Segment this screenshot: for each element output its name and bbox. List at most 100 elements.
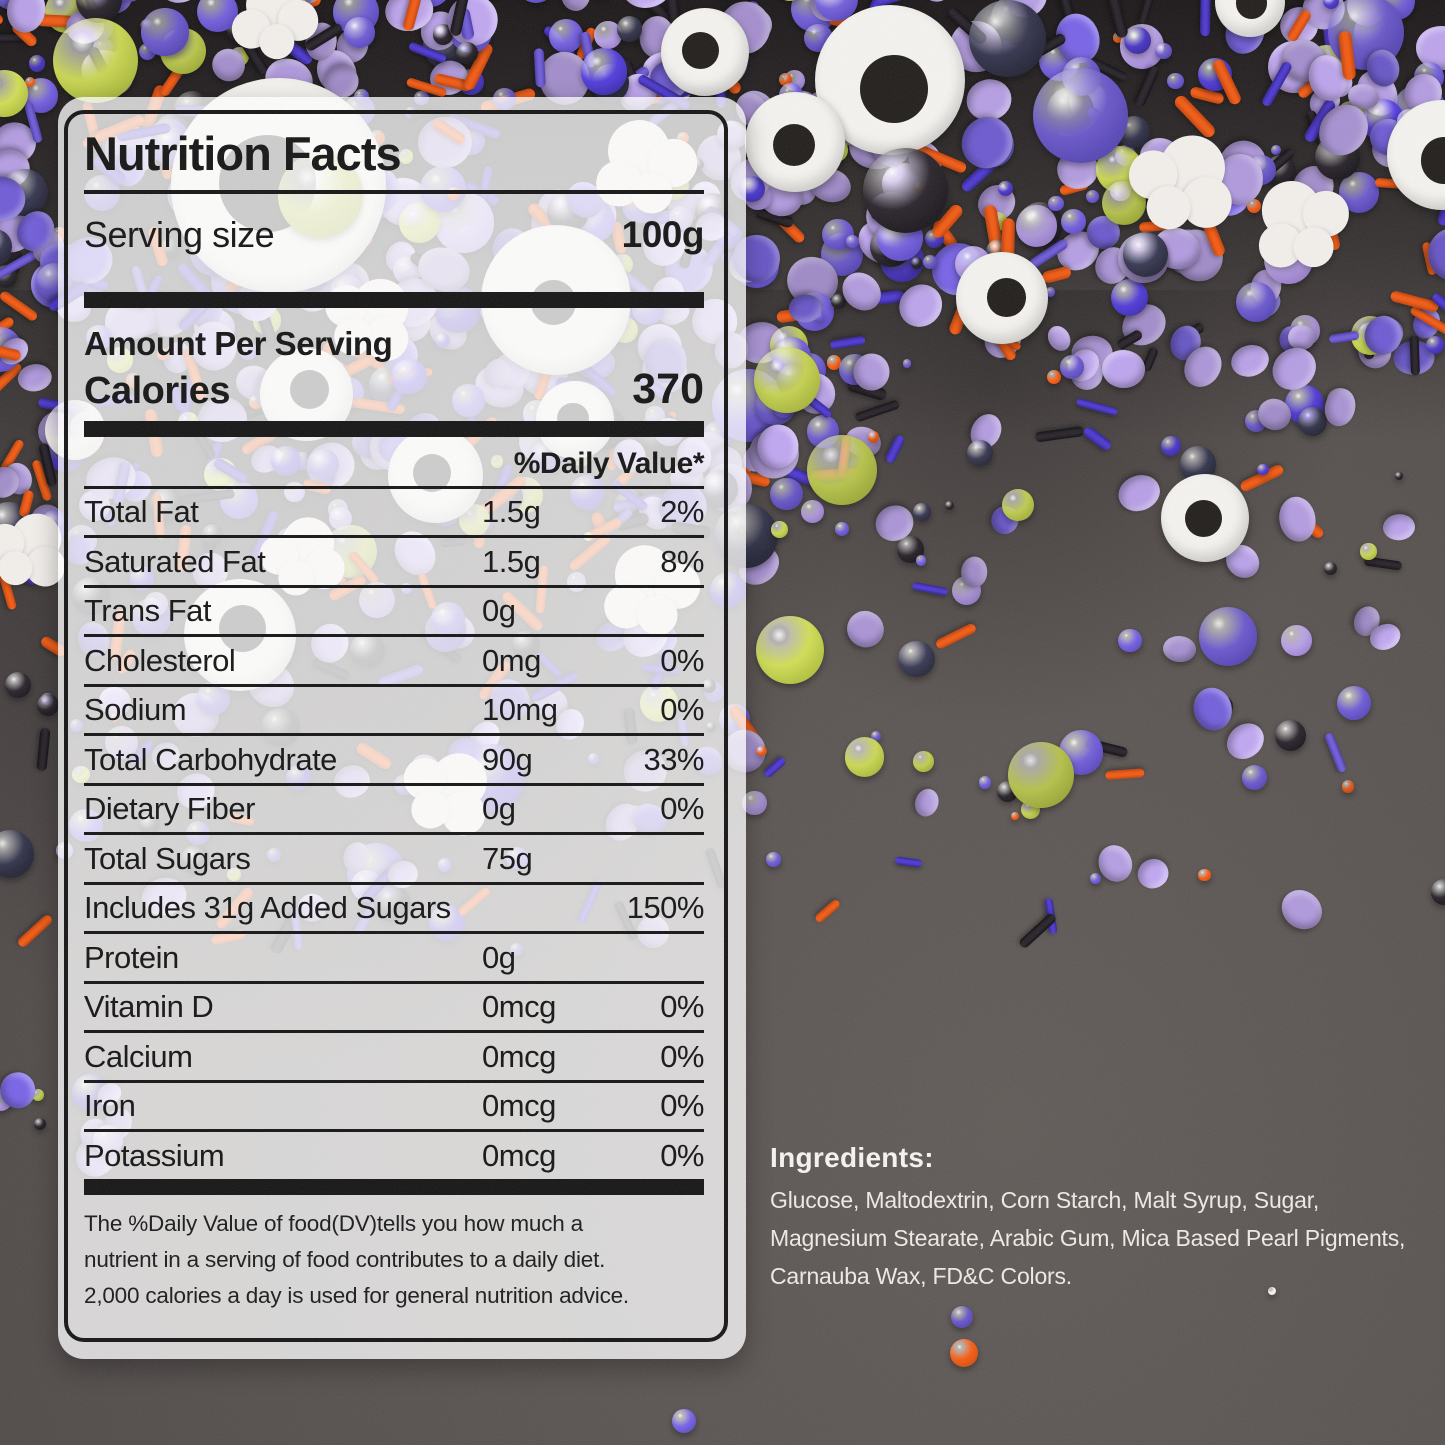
- disc-sprinkle: [961, 555, 989, 588]
- pearl-sprinkle: [771, 521, 789, 538]
- nutrient-row-cholesterol: Cholesterol 0mg 0%: [84, 637, 704, 687]
- pearl-sprinkle: [516, 0, 555, 3]
- pearl-sprinkle: [1085, 189, 1099, 203]
- pearl-sprinkle: [951, 1306, 973, 1328]
- nutrient-row-sodium: Sodium 10mg 0%: [84, 687, 704, 737]
- serving-size-value: 100g: [621, 213, 705, 255]
- disc-sprinkle: [852, 352, 891, 392]
- pearl-sprinkle: [37, 694, 59, 716]
- nutrition-facts-title: Nutrition Facts: [84, 127, 402, 180]
- pearl-sprinkle: [807, 435, 877, 505]
- candy-eye-sprinkle: [956, 252, 1048, 344]
- pearl-sprinkle: [5, 672, 31, 698]
- disc-sprinkle: [914, 0, 958, 9]
- pearl-sprinkle: [1060, 355, 1084, 380]
- candy-eye-pupil: [1185, 500, 1223, 538]
- pearl-sprinkle: [766, 852, 782, 868]
- candy-eye-pupil: [860, 55, 928, 123]
- pearl-sprinkle: [141, 8, 189, 56]
- rod-sprinkle: [761, 755, 787, 780]
- daily-value-header: %Daily Value*: [513, 446, 705, 480]
- ingredients-section: Ingredients: Glucose, Maltodextrin, Corn…: [770, 1142, 1430, 1295]
- ingredients-text: Magnesium Stearate, Arabic Gum, Mica Bas…: [770, 1225, 1406, 1251]
- pearl-sprinkle: [548, 19, 583, 53]
- rod-sprinkle: [1133, 64, 1161, 109]
- pearl-sprinkle: [1425, 336, 1444, 355]
- nutrient-row-calcium: Calcium 0mcg 0%: [84, 1033, 704, 1083]
- candy-eye-pupil: [987, 278, 1026, 317]
- nutrient-row-vitamin-d: Vitamin D 0mcg 0%: [84, 984, 704, 1034]
- disc-sprinkle: [1188, 683, 1237, 735]
- disc-sprinkle: [1161, 634, 1197, 664]
- pearl-sprinkle: [913, 750, 934, 772]
- candy-eye-pupil: [1420, 137, 1445, 184]
- candy-eye-pupil: [682, 31, 720, 69]
- pearl-sprinkle: [1198, 607, 1258, 666]
- pearl-sprinkle: [1323, 562, 1337, 575]
- pearl-sprinkle: [950, 1339, 978, 1367]
- pearl-sprinkle: [967, 440, 993, 466]
- separator-bar: [84, 291, 704, 308]
- calories-label: Calories: [84, 369, 230, 412]
- rod-sprinkle: [829, 335, 866, 350]
- pearl-sprinkle: [580, 48, 628, 95]
- pearl-sprinkle: [978, 776, 992, 789]
- pearl-sprinkle: [1161, 436, 1182, 456]
- disc-sprinkle: [1287, 324, 1316, 351]
- rod-sprinkle: [1034, 425, 1085, 443]
- pearl-sprinkle: [756, 616, 824, 684]
- candy-eye-sprinkle: [1161, 474, 1249, 562]
- pearl-sprinkle: [1241, 764, 1268, 791]
- pearl-sprinkle: [1298, 407, 1328, 437]
- pearl-sprinkle: [344, 17, 375, 48]
- pearl-sprinkle: [998, 181, 1013, 196]
- ingredients-text: Glucose, Maltodextrin, Corn Starch, Malt…: [770, 1187, 1320, 1213]
- pearl-sprinkle: [1341, 780, 1355, 793]
- pearl-sprinkle: [1395, 472, 1404, 481]
- pearl-sprinkle: [1274, 719, 1306, 751]
- rod-sprinkle: [853, 399, 901, 423]
- rod-sprinkle: [533, 47, 546, 88]
- pearl-sprinkle: [455, 41, 479, 65]
- pearl-sprinkle: [969, 0, 1047, 78]
- candy-eye-sprinkle: [745, 92, 845, 192]
- disc-sprinkle: [1227, 340, 1273, 381]
- pearl-sprinkle: [1257, 463, 1270, 476]
- pearl-sprinkle: [1270, 145, 1281, 156]
- pearl-sprinkle: [1061, 209, 1086, 235]
- pearl-sprinkle: [801, 500, 824, 523]
- nutrient-row-dietary-fiber: Dietary Fiber 0g 0%: [84, 786, 704, 836]
- nutrient-row-potassium: Potassium 0mcg 0%: [84, 1137, 704, 1173]
- pearl-sprinkle: [915, 555, 927, 566]
- rod-sprinkle: [933, 622, 978, 651]
- pearl-sprinkle: [0, 829, 35, 878]
- pearl-sprinkle: [672, 1409, 696, 1433]
- disc-sprinkle: [0, 1071, 36, 1109]
- rod-sprinkle: [884, 434, 907, 466]
- nutrient-row-total-carbohydrate: Total Carbohydrate 90g 33%: [84, 736, 704, 786]
- pearl-sprinkle: [1032, 67, 1128, 163]
- pearl-sprinkle: [1048, 195, 1064, 212]
- disc-sprinkle: [1275, 494, 1320, 545]
- disc-sprinkle: [3, 0, 50, 36]
- pearl-sprinkle: [33, 1117, 46, 1130]
- pearl-sprinkle: [1155, 42, 1172, 60]
- pearl-sprinkle: [1117, 628, 1142, 653]
- pearl-sprinkle: [1336, 686, 1372, 721]
- nutrient-row-protein: Protein 0g: [84, 934, 704, 984]
- disc-sprinkle: [16, 361, 55, 394]
- pearl-sprinkle: [756, 745, 767, 757]
- ingredients-text: Carnauba Wax, FD&C Colors.: [770, 1263, 1072, 1289]
- pearl-sprinkle: [1002, 489, 1034, 521]
- disc-sprinkle: [1382, 512, 1417, 542]
- pearl-sprinkle: [834, 522, 849, 537]
- disc-sprinkle: [911, 785, 942, 820]
- disc-sprinkle: [560, 0, 591, 12]
- serving-size-row: Serving size 100g: [84, 213, 705, 256]
- pearl-sprinkle: [1167, 72, 1184, 90]
- pearl-sprinkle: [1008, 742, 1074, 808]
- pearl-sprinkle: [944, 500, 954, 510]
- rod-sprinkle: [894, 856, 922, 869]
- pearl-sprinkle: [1015, 205, 1057, 247]
